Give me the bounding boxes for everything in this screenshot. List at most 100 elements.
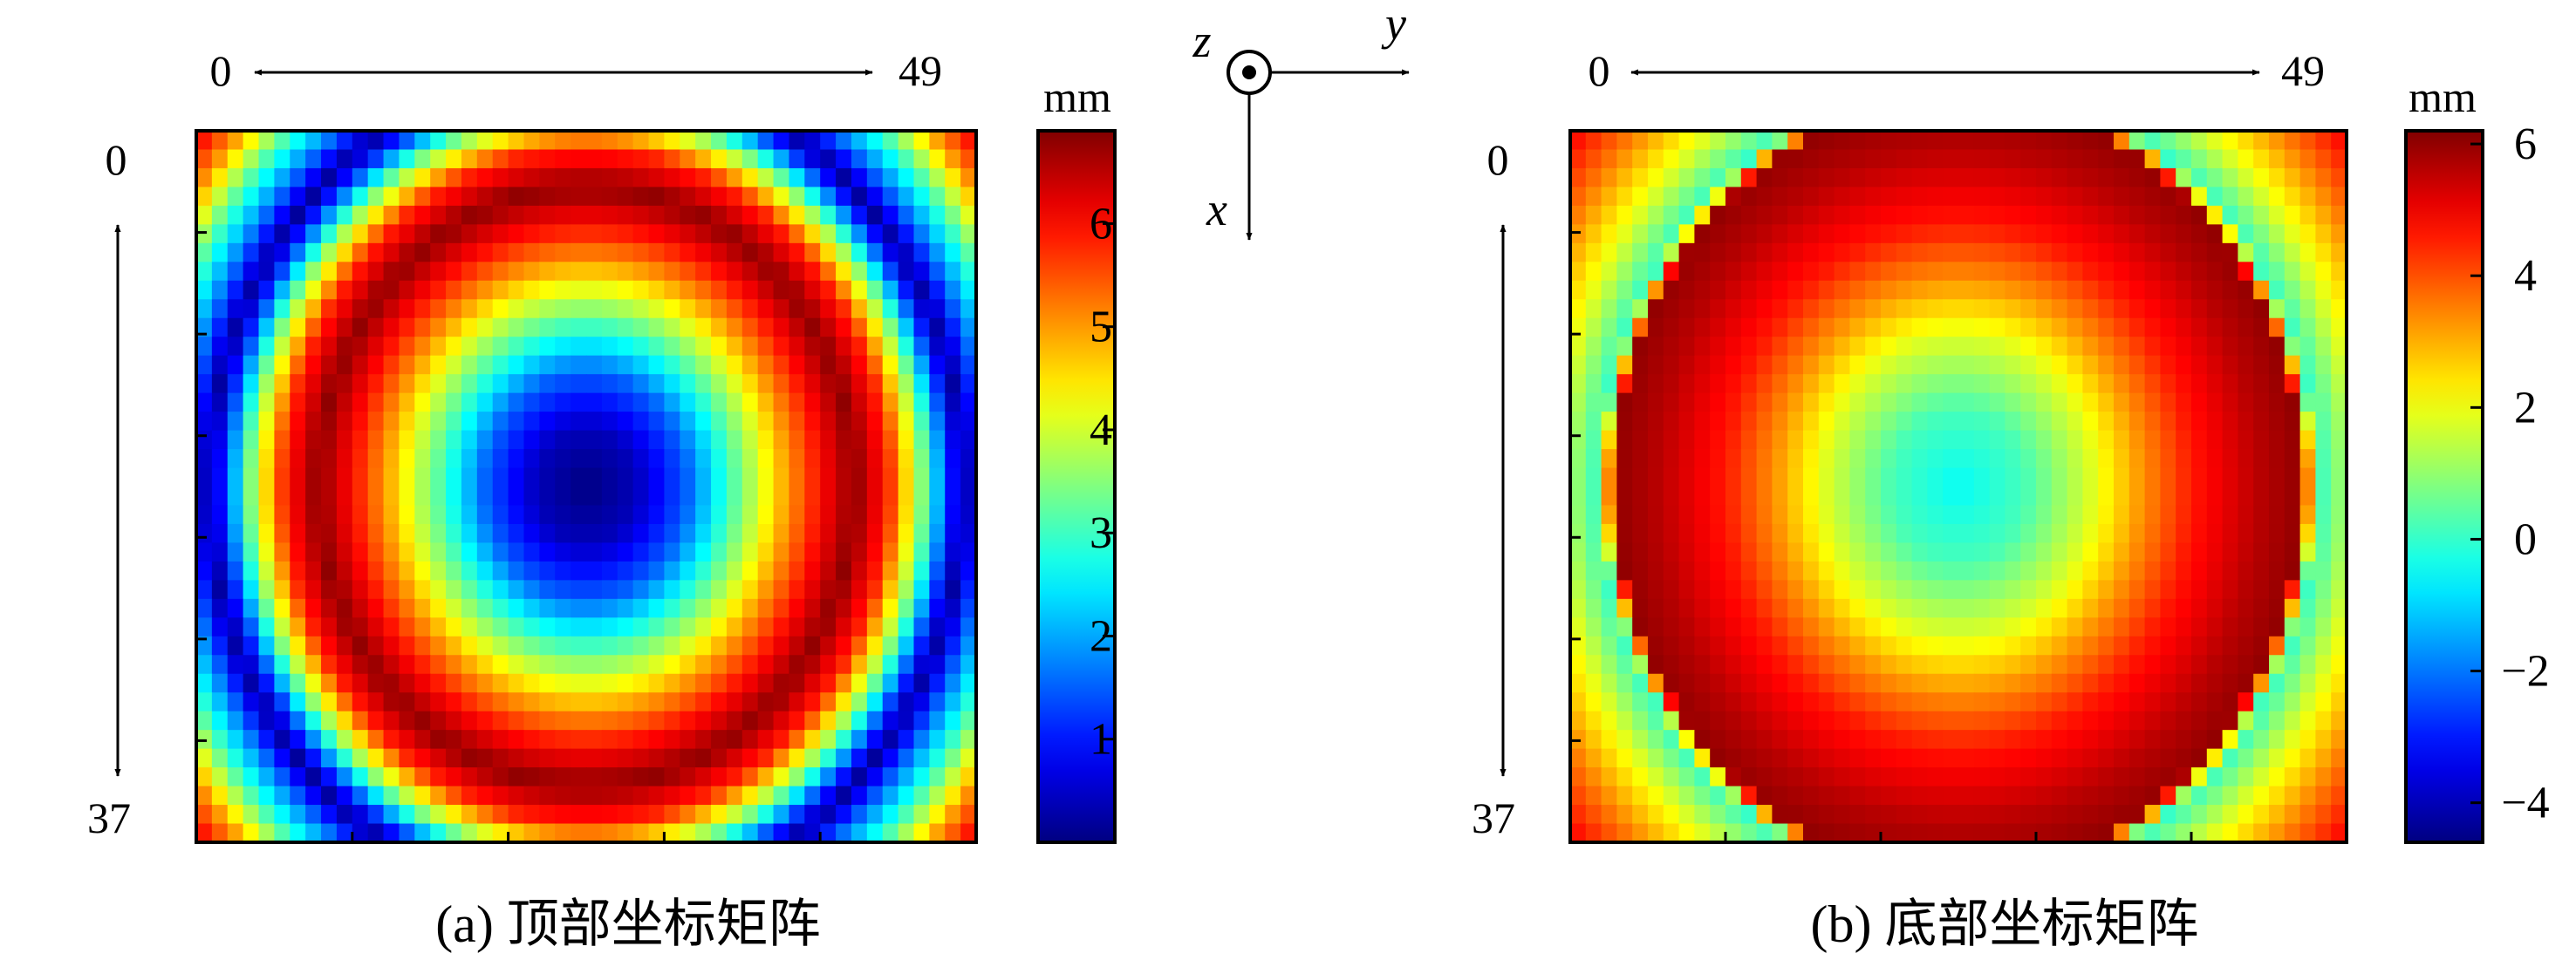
heatmap-cell bbox=[664, 730, 680, 750]
heatmap-cell bbox=[321, 711, 338, 731]
heatmap-cell bbox=[711, 187, 728, 207]
heatmap-cell bbox=[851, 167, 868, 188]
heatmap-cell bbox=[898, 392, 915, 412]
heatmap-cell bbox=[2128, 692, 2146, 712]
heatmap-cell bbox=[1648, 262, 1664, 282]
heatmap-cell bbox=[2082, 542, 2099, 562]
heatmap-cell bbox=[2051, 262, 2068, 282]
heatmap-cell bbox=[523, 205, 540, 225]
heatmap-cell bbox=[336, 655, 353, 675]
heatmap-cell bbox=[866, 392, 884, 412]
heatmap-cell bbox=[804, 224, 821, 244]
heatmap-cell bbox=[1803, 355, 1820, 375]
heatmap-cell bbox=[414, 317, 431, 337]
heatmap-cell bbox=[2051, 224, 2068, 244]
heatmap-cell bbox=[1989, 711, 2005, 731]
heatmap-cell bbox=[929, 580, 946, 600]
heatmap-cell bbox=[1678, 262, 1695, 282]
heatmap-cell bbox=[243, 636, 260, 656]
heatmap-cell bbox=[680, 467, 696, 487]
heatmap-cell bbox=[476, 317, 494, 337]
heatmap-cell bbox=[274, 167, 290, 188]
heatmap-cell bbox=[430, 786, 447, 806]
heatmap-cell bbox=[430, 449, 447, 469]
heatmap-cell bbox=[1973, 523, 1991, 544]
heatmap-cell bbox=[1973, 580, 1991, 600]
heatmap-cell bbox=[414, 805, 431, 825]
heatmap-cell bbox=[1772, 205, 1788, 225]
panel-a-heatmap bbox=[196, 131, 977, 843]
heatmap-cell bbox=[1818, 131, 1835, 151]
heatmap-cell bbox=[898, 337, 915, 357]
heatmap-cell bbox=[352, 711, 369, 731]
heatmap-cell bbox=[2067, 542, 2083, 562]
heatmap-cell bbox=[882, 636, 899, 656]
heatmap-cell bbox=[2005, 187, 2021, 207]
heatmap-cell bbox=[1927, 224, 1944, 244]
heatmap-cell bbox=[508, 149, 525, 169]
heatmap-cell bbox=[1989, 262, 2005, 282]
heatmap-cell bbox=[2128, 449, 2146, 469]
heatmap-cell bbox=[2098, 711, 2115, 731]
heatmap-cell bbox=[211, 748, 229, 768]
heatmap-cell bbox=[305, 692, 322, 712]
heatmap-cell bbox=[680, 767, 696, 787]
heatmap-cell bbox=[1865, 317, 1882, 337]
heatmap-cell bbox=[2299, 598, 2316, 618]
heatmap-cell bbox=[1865, 598, 1882, 618]
heatmap-cell bbox=[1740, 412, 1758, 432]
heatmap-cell bbox=[2191, 224, 2208, 244]
heatmap-cell bbox=[508, 280, 525, 300]
heatmap-cell bbox=[1818, 205, 1835, 225]
heatmap-cell bbox=[898, 449, 915, 469]
heatmap-cell bbox=[586, 786, 603, 806]
heatmap-cell bbox=[2222, 598, 2238, 618]
heatmap-cell bbox=[2315, 467, 2332, 487]
heatmap-cell bbox=[804, 692, 821, 712]
heatmap-cell bbox=[2315, 131, 2332, 151]
heatmap-cell bbox=[461, 224, 478, 244]
heatmap-cell bbox=[789, 467, 805, 487]
heatmap-cell bbox=[2051, 167, 2068, 188]
heatmap-cell bbox=[1585, 412, 1602, 432]
heatmap-cell bbox=[2020, 673, 2037, 693]
heatmap-cell bbox=[2253, 487, 2270, 507]
heatmap-cell bbox=[2253, 730, 2270, 750]
heatmap-cell bbox=[2005, 673, 2021, 693]
heatmap-cell bbox=[367, 523, 385, 544]
heatmap-cell bbox=[1648, 131, 1664, 151]
heatmap-cell bbox=[2269, 467, 2286, 487]
heatmap-cell bbox=[711, 805, 728, 825]
heatmap-cell bbox=[664, 805, 680, 825]
colorbar-gradient bbox=[2404, 129, 2484, 844]
heatmap-cell bbox=[321, 823, 338, 843]
heatmap-cell bbox=[1849, 430, 1866, 450]
heatmap-cell bbox=[258, 131, 275, 151]
heatmap-cell bbox=[352, 355, 369, 375]
heatmap-cell bbox=[1663, 692, 1680, 712]
heatmap-cell bbox=[555, 467, 571, 487]
heatmap-cell bbox=[274, 692, 290, 712]
heatmap-cell bbox=[726, 673, 743, 693]
heatmap-cell bbox=[601, 505, 618, 525]
heatmap-cell bbox=[2253, 542, 2270, 562]
heatmap-cell bbox=[555, 149, 571, 169]
heatmap-cell bbox=[2222, 487, 2238, 507]
heatmap-cell bbox=[476, 430, 494, 450]
heatmap-cell bbox=[773, 374, 790, 394]
heatmap-cell bbox=[258, 505, 275, 525]
heatmap-cell bbox=[1803, 374, 1820, 394]
heatmap-cell bbox=[1663, 187, 1680, 207]
heatmap-cell bbox=[1648, 692, 1664, 712]
heatmap-cell bbox=[321, 598, 338, 618]
heatmap-cell bbox=[2160, 542, 2176, 562]
heatmap-cell bbox=[1927, 617, 1944, 637]
heatmap-cell bbox=[321, 730, 338, 750]
heatmap-cell bbox=[2051, 748, 2068, 768]
heatmap-cell bbox=[336, 730, 353, 750]
heatmap-cell bbox=[555, 412, 571, 432]
heatmap-cell bbox=[1958, 786, 1975, 806]
heatmap-cell bbox=[1663, 224, 1680, 244]
heatmap-cell bbox=[1943, 449, 1959, 469]
heatmap-cell bbox=[508, 823, 525, 843]
